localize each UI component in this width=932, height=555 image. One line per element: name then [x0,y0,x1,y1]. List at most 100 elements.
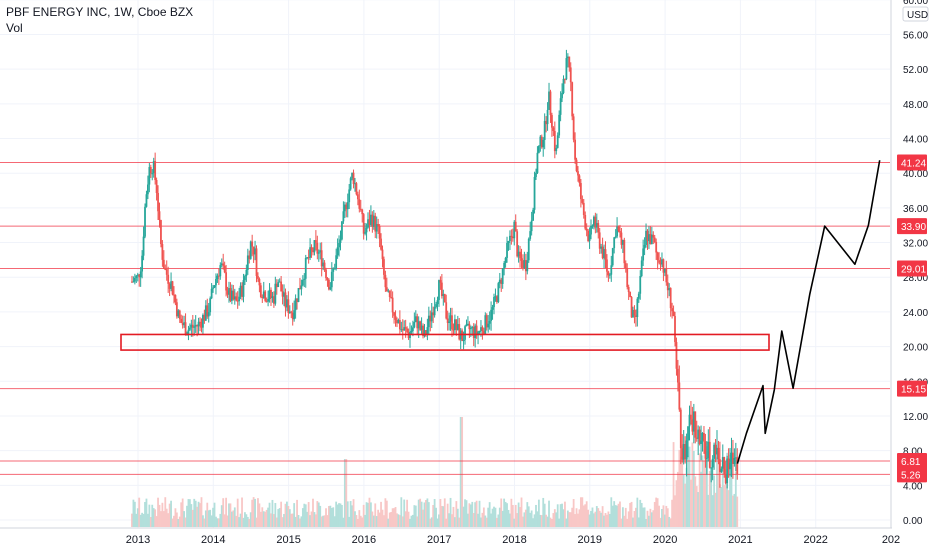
price-tick-label: 44.00 [903,135,928,146]
candle-body [614,236,617,238]
level-value-label: 5.26 [901,470,921,481]
volume-bar [401,516,404,527]
volume-bar [507,509,510,527]
volume-bar [210,515,213,527]
volume-bar [455,501,458,527]
volume-bar [552,513,555,527]
candle-body [604,249,607,260]
volume-bar [197,501,200,527]
candle-body [656,252,659,261]
candle-body [705,458,708,460]
candle-body [530,220,533,232]
candle-body [141,255,144,272]
candle-body [261,296,264,298]
candle-body [636,298,639,318]
candle-body [732,452,734,464]
candle-body [193,326,196,328]
candle-body [513,221,516,239]
level-value-label: 29.01 [901,264,926,275]
volume-bar [568,512,571,527]
volume-bar [480,517,482,527]
candle-body [524,260,527,272]
volume-bar [498,507,501,527]
candle-body [232,290,235,300]
candle-body [291,312,294,320]
candle-body [349,178,352,190]
volume-bar [464,499,466,527]
volume-bar [238,517,241,527]
candle-body [478,330,481,333]
candle-body [730,452,733,463]
candle-body [330,271,333,288]
candle-body [297,288,300,303]
level-value-badge [897,380,927,397]
candle-body [701,433,704,441]
volume-bar [727,490,730,527]
candle-body [506,242,508,258]
volume-bars [131,417,739,527]
candle-body [328,279,330,290]
volume-bar [467,513,469,527]
volume-bar [535,504,537,527]
candle-body [301,279,304,286]
candle-body [501,268,504,284]
candle-body [254,248,256,255]
candle-body [471,327,474,329]
volume-bar [720,486,723,527]
candle-body [677,368,679,383]
volume-bar [674,495,676,527]
volume-bar [138,497,141,527]
volume-bar [604,512,607,527]
candle-body [215,278,217,286]
volume-bar [520,497,523,527]
candle-body [650,234,653,245]
candle-body [519,251,521,259]
volume-bar [155,516,158,527]
volume-bar [413,505,416,527]
volume-bar [624,507,627,527]
candle-body [700,440,702,444]
candle-body [663,268,666,273]
candle-body [388,290,391,298]
candle-body [136,274,139,276]
volume-bar [456,508,459,527]
candle-body [164,268,167,270]
candle-body [467,323,469,325]
candle-body [671,308,674,312]
volume-bar [336,504,339,527]
volume-bar [390,512,393,527]
candle-body [375,224,378,232]
volume-bar [261,507,264,527]
time-tick-label: 2016 [352,534,376,546]
candle-body [608,274,611,276]
time-tick-label: 2019 [578,534,602,546]
candle-body [358,199,361,209]
volume-bar [695,486,698,527]
volume-bar [358,510,361,527]
candle-body [147,184,149,195]
volume-bar [409,518,411,527]
candle-body [355,183,358,195]
volume-bar [601,506,604,527]
time-tick-label: 2013 [126,534,150,546]
candle-body [251,241,254,247]
candle-body [527,238,530,261]
volume-bar [204,510,207,527]
volume-bar [372,515,375,527]
volume-bar [329,505,332,527]
volume-bar [264,511,267,527]
candle-body [157,192,159,212]
candle-body [543,120,546,140]
volume-bar [648,515,650,527]
volume-bar [694,476,697,527]
candle-body [312,249,314,253]
volume-bar [442,506,445,527]
level-value-badge [897,154,927,171]
candle-body [217,275,220,277]
volume-bar [465,500,468,527]
candle-body [655,241,658,253]
candle-body [672,311,675,317]
volume-bar [423,502,426,527]
volume-bar [526,502,529,527]
